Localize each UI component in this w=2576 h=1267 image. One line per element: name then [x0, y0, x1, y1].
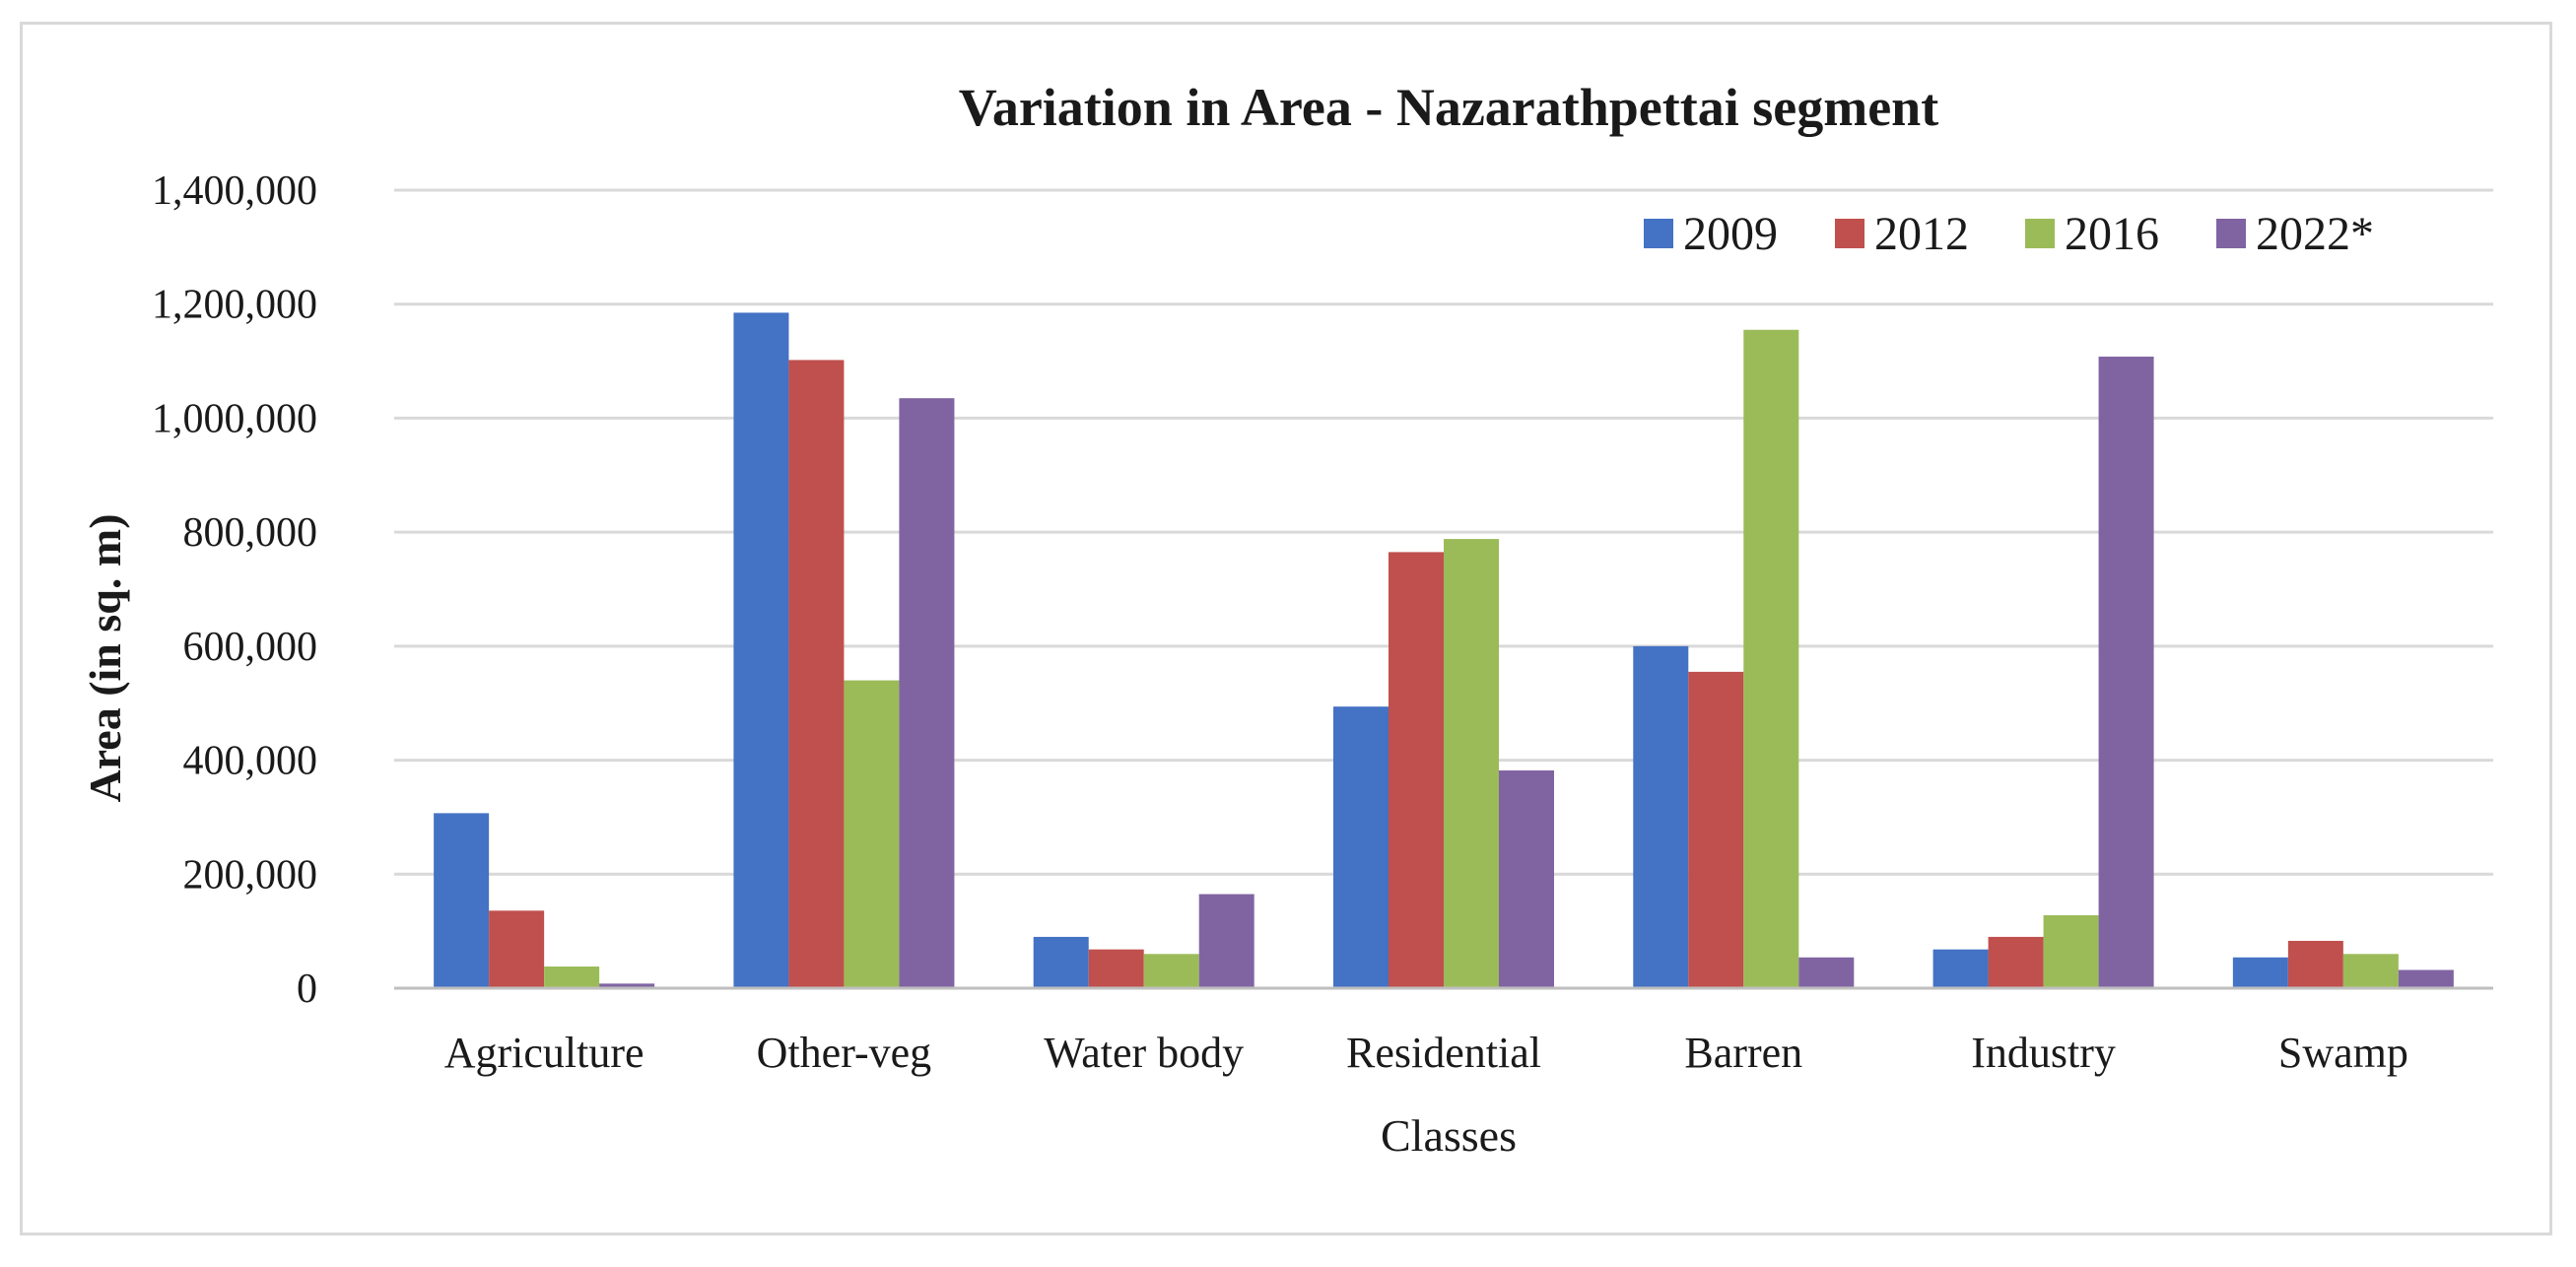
bar-barren-2009: [1633, 645, 1689, 988]
x-tick-label: Barren: [1684, 1029, 1802, 1077]
legend-swatch-2016: [2025, 219, 2055, 248]
legend-swatch-2012: [1835, 219, 1864, 248]
y-tick-label: 800,000: [183, 510, 318, 556]
legend-label: 2012: [1874, 208, 1969, 260]
bar-residential-2009: [1333, 706, 1389, 988]
bar-water-body-2009: [1033, 936, 1089, 988]
y-tick-label: 600,000: [183, 625, 318, 670]
bar-swamp-2009: [2232, 957, 2288, 988]
bar-industry-2022: [2098, 356, 2154, 988]
bars: [434, 312, 2454, 989]
bar-residential-2022: [1499, 769, 1554, 988]
legend-label: 2022*: [2256, 208, 2374, 260]
legend-swatch-2022: [2216, 219, 2246, 248]
bar-industry-2016: [2043, 914, 2099, 988]
y-tick-label: 200,000: [183, 852, 318, 898]
bar-industry-2012: [1988, 936, 2044, 988]
bar-water-body-2022: [1198, 894, 1254, 988]
y-axis-title: Area (in sq. m): [80, 513, 130, 802]
y-tick-label: 1,400,000: [152, 168, 317, 214]
bar-swamp-2022: [2398, 969, 2454, 988]
bar-other-veg-2016: [844, 680, 900, 988]
y-tick-label: 400,000: [183, 739, 318, 784]
x-tick-label: Other-veg: [757, 1029, 931, 1077]
bar-barren-2016: [1743, 329, 1799, 988]
legend: 2009 2012 2016 2022*: [1644, 208, 2374, 260]
bar-other-veg-2012: [788, 360, 845, 988]
chart-title: Variation in Area - Nazarathpettai segme…: [959, 78, 1938, 137]
axes: 0 200,000 400,000 600,000 800,000 1,000,000 1,…: [152, 168, 2493, 1077]
legend-swatch-2009: [1644, 219, 1673, 248]
x-tick-label: Swamp: [2278, 1029, 2408, 1077]
y-tick-label: 1,000,000: [152, 396, 317, 441]
y-tick-label: 0: [297, 967, 317, 1012]
bar-barren-2022: [1798, 957, 1855, 988]
bar-barren-2012: [1688, 671, 1744, 988]
bar-industry-2009: [1932, 949, 1989, 988]
bar-water-body-2012: [1088, 949, 1144, 988]
bar-swamp-2012: [2287, 940, 2343, 988]
x-tick-label: Water body: [1044, 1029, 1244, 1077]
bar-residential-2016: [1444, 539, 1499, 988]
bar-residential-2012: [1389, 552, 1444, 988]
bar-other-veg-2009: [733, 312, 789, 989]
x-tick-label: Industry: [1971, 1029, 2116, 1077]
y-tick-label: 1,200,000: [152, 283, 317, 328]
bar-other-veg-2022: [899, 398, 955, 988]
legend-label: 2009: [1683, 208, 1778, 260]
bar-water-body-2016: [1143, 954, 1199, 988]
x-tick-label: Agriculture: [444, 1029, 644, 1077]
bar-agriculture-2022: [599, 983, 655, 988]
bar-swamp-2016: [2342, 954, 2399, 988]
bar-agriculture-2009: [434, 813, 490, 988]
x-tick-label: Residential: [1346, 1029, 1541, 1077]
x-axis-title: Classes: [1381, 1110, 1517, 1161]
bar-agriculture-2016: [544, 967, 600, 988]
bar-agriculture-2012: [489, 910, 545, 988]
chart-frame: [20, 22, 2552, 1235]
legend-label: 2016: [2065, 208, 2159, 260]
